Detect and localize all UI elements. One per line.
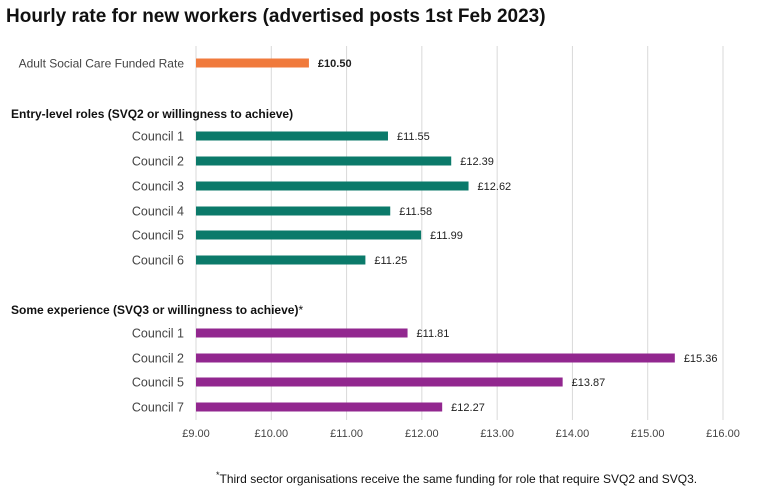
- chart-title: Hourly rate for new workers (advertised …: [6, 6, 546, 27]
- data-label: £11.99: [430, 230, 463, 242]
- data-label: £13.87: [572, 377, 606, 389]
- data-label: £12.27: [451, 402, 485, 414]
- x-tick-label: £11.00: [330, 428, 363, 440]
- footnote-text: Third sector organisations receive the s…: [219, 472, 698, 486]
- bar: [196, 156, 452, 166]
- data-label: £12.62: [478, 181, 512, 193]
- bar: [196, 206, 391, 216]
- x-tick-label: £15.00: [631, 428, 665, 440]
- x-tick-label: £10.00: [254, 428, 288, 440]
- category-label: Council 2: [132, 155, 184, 169]
- data-label: £12.39: [460, 156, 494, 168]
- x-tick-label: £12.00: [405, 428, 439, 440]
- category-label: Council 5: [132, 376, 184, 390]
- footnote-marker: *: [216, 470, 220, 480]
- x-tick-label: £16.00: [706, 428, 740, 440]
- data-label: £11.81: [417, 328, 450, 340]
- x-tick-label: £13.00: [480, 428, 514, 440]
- bar: [196, 230, 422, 240]
- category-label: Council 4: [132, 205, 184, 219]
- bar: [196, 328, 408, 338]
- category-label: Council 1: [132, 130, 184, 144]
- x-tick-label: £9.00: [182, 428, 210, 440]
- category-label: Council 1: [132, 327, 184, 341]
- group-heading: Entry-level roles (SVQ2 or willingness t…: [11, 107, 293, 121]
- data-label: £11.58: [399, 206, 432, 218]
- bar: [196, 377, 563, 387]
- category-label: Council 2: [132, 352, 184, 366]
- data-label: £15.36: [684, 353, 718, 365]
- data-label: £11.25: [374, 255, 407, 267]
- category-label: Council 7: [132, 401, 184, 415]
- bar: [196, 255, 366, 265]
- category-label: Council 6: [132, 254, 184, 268]
- bar: [196, 131, 388, 141]
- bar: [196, 402, 443, 412]
- category-label: Council 3: [132, 180, 184, 194]
- group-heading: Some experience (SVQ3 or willingness to …: [11, 303, 303, 317]
- bar: [196, 181, 469, 191]
- bar: [196, 58, 309, 68]
- category-label: Adult Social Care Funded Rate: [19, 57, 185, 71]
- category-label: Council 5: [132, 229, 184, 243]
- x-tick-label: £14.00: [556, 428, 590, 440]
- data-label: £11.55: [397, 131, 430, 143]
- footnote: *Third sector organisations receive the …: [216, 470, 697, 486]
- group-heading-marker: *: [298, 303, 303, 317]
- data-label: £10.50: [318, 58, 352, 70]
- bar: [196, 353, 675, 363]
